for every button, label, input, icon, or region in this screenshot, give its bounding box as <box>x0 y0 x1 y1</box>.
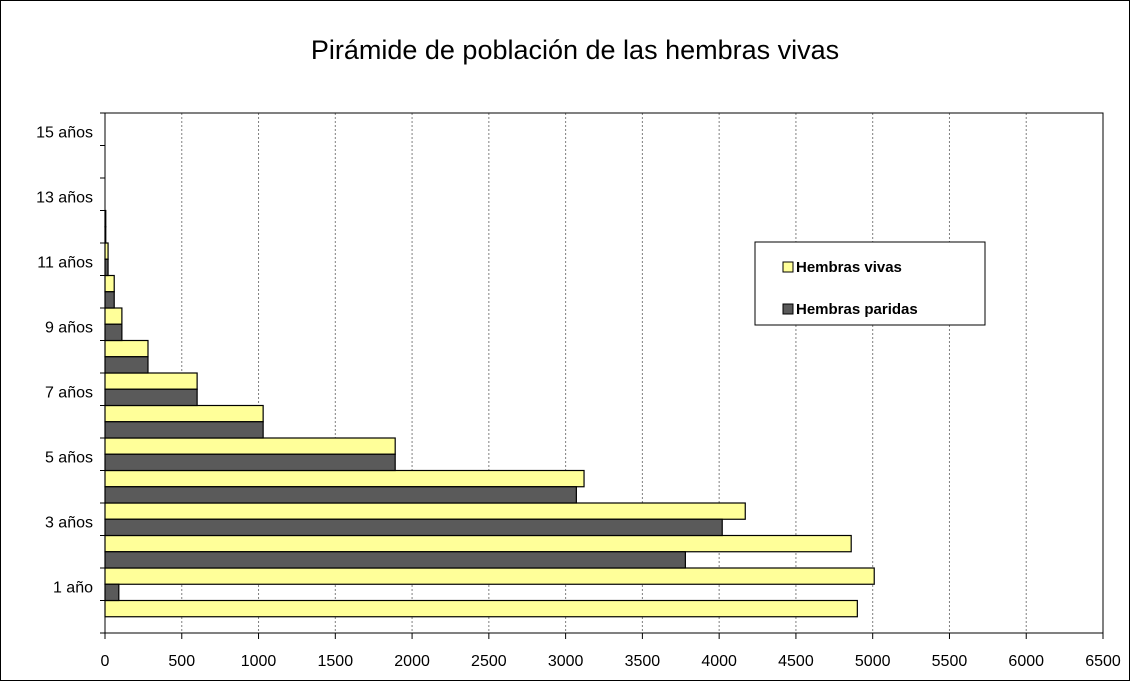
bar <box>104 356 149 374</box>
bar <box>104 421 264 439</box>
y-tick-label: 5 años <box>45 449 93 466</box>
x-tick-label: 500 <box>168 653 195 670</box>
x-tick-label: 5500 <box>932 653 968 670</box>
bar <box>104 437 396 455</box>
x-tick-label: 2500 <box>471 653 507 670</box>
y-tick-label: 3 años <box>45 514 93 531</box>
y-tick-label: 7 años <box>45 384 93 401</box>
bar <box>104 388 198 407</box>
y-tick-label: 11 años <box>37 254 93 271</box>
y-tick-label: 9 años <box>45 319 93 336</box>
bar <box>104 453 396 472</box>
x-tick-label: 6500 <box>1085 653 1121 670</box>
bar <box>104 551 686 569</box>
bar <box>104 567 875 585</box>
y-tick-label: 13 años <box>36 189 93 206</box>
bar <box>104 599 858 618</box>
bar <box>104 502 746 520</box>
bar <box>104 518 723 537</box>
chart-title: Pirámide de población de las hembras viv… <box>311 35 839 65</box>
y-tick-label: 1 año <box>53 579 93 596</box>
x-tick-label: 3500 <box>625 653 661 670</box>
x-tick-label: 1500 <box>318 653 354 670</box>
bar <box>104 274 115 293</box>
x-tick-label: 4500 <box>778 653 814 670</box>
x-tick-label: 5000 <box>855 653 891 670</box>
y-tick-label: 15 años <box>36 124 93 141</box>
bar <box>104 583 120 602</box>
x-tick-label: 3000 <box>548 653 584 670</box>
bar <box>104 372 198 390</box>
plot-border <box>104 112 1104 634</box>
bar <box>104 307 123 325</box>
bar <box>104 469 585 488</box>
legend-swatch <box>782 261 794 273</box>
x-tick-label: 4000 <box>701 653 737 670</box>
legend-label: Hembras paridas <box>796 301 918 318</box>
x-tick-label: 6000 <box>1008 653 1044 670</box>
x-tick-label: 0 <box>101 653 110 670</box>
legend-swatch <box>782 303 794 315</box>
bar <box>104 534 852 553</box>
x-tick-label: 1000 <box>241 653 277 670</box>
bar <box>104 291 115 309</box>
x-tick-label: 2000 <box>394 653 430 670</box>
bar <box>104 323 123 342</box>
bar <box>104 486 577 504</box>
bar <box>104 339 149 358</box>
bar <box>104 404 264 423</box>
legend-label: Hembras vivas <box>796 259 902 276</box>
